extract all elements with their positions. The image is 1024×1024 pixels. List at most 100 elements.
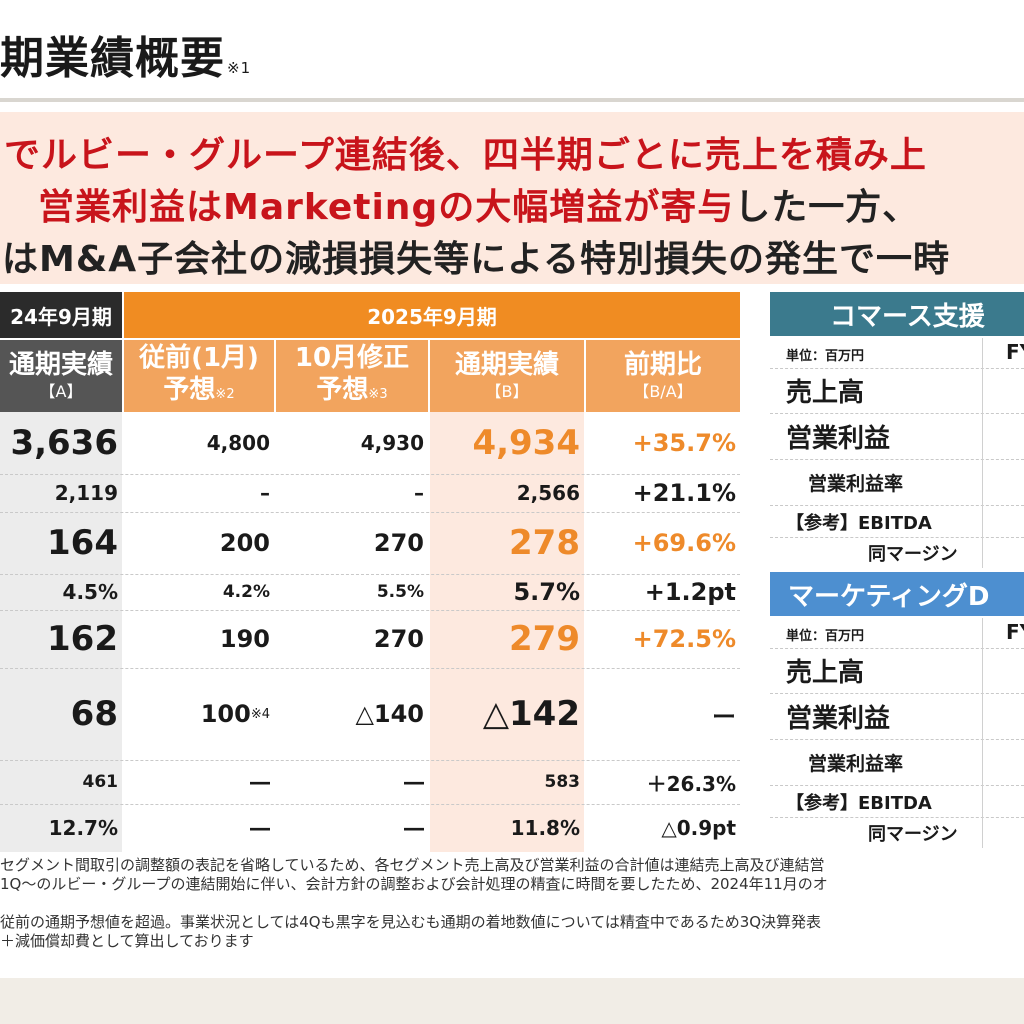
cell-yoy: +69.6% [632,529,736,557]
segment-item-op-margin: 営業利益率 [770,460,1024,506]
cell-fy24: 162 [47,619,118,659]
table-row: 4.5% 4.2% 5.5% 5.7% +1.2pt [0,574,740,611]
cell-prior: 190 [219,625,270,653]
table-row: 164 200 270 278 +69.6% [0,512,740,575]
unit-label: 単位：百万円 [786,629,865,644]
col-header-label: 前期比 [623,350,702,380]
segment-item-op-income: 営業利益 [770,694,1024,740]
cell-fy24: 461 [82,772,119,792]
table-row: 68 100 ※4 △140 △142 ー [0,668,740,761]
segment-item-sales: 売上高 [770,648,1024,694]
cell-fy25: 4,934 [472,423,580,463]
col-header-sublabel: 【B/A】 [633,382,693,401]
cell-yoy: +35.7% [632,429,736,457]
cell-fy24: 68 [70,694,118,734]
cell-prior: – [260,481,270,505]
col-header-october-revised: 10月修正 予想※3 [276,340,428,412]
header-fy24: 24年9月期 [0,292,122,338]
banner-line-3: はM&A子会社の減損損失等による特別損失の発生で一時 [2,239,951,280]
col-header-prior-forecast: 従前(1月) 予想※2 [124,340,274,412]
page-title: 期業績概要 ※1 [0,22,251,86]
col-header-fy25-actual: 通期実績 【B】 [430,340,584,412]
segment-header-marketing: マーケティングD [770,572,1024,616]
cell-fy25: 278 [509,523,580,563]
col-header-label: 従前(1月) [139,342,259,373]
cell-revised: 270 [373,529,424,557]
segment-item-ebitda: 【参考】EBITDA [770,786,1024,818]
cell-prior: 200 [219,529,270,557]
fy-label: FY [1006,340,1024,364]
cell-yoy: +72.5% [632,625,736,653]
cell-fy25: 583 [544,772,581,792]
footnote-5: ＋減価償却費として算出しております [0,932,254,950]
cell-fy24: 2,119 [54,481,118,505]
cell-prior: 4.2% [222,582,270,602]
footnote-1: セグメント間取引の調整額の表記を省略しているため、各セグメント売上高及び営業利益… [0,856,825,874]
page-title-note: ※1 [227,59,252,77]
banner-line-2: 営業利益はMarketingの大幅増益が寄与した一方、 [38,178,919,230]
segment-header-commerce: コマース支援 [770,292,1024,336]
cell-prior: ― [250,770,270,794]
footnote-4: 従前の通期予想値を超過。事業状況としては4Qも黒字を見込むも通期の着地数値につい… [0,913,822,931]
fy25-actual-column-background [430,412,584,852]
title-divider [0,98,1024,102]
col-header-note: ※2 [215,386,235,402]
segment-item-sales: 売上高 [770,368,1024,414]
col-header-yoy: 前期比 【B/A】 [586,340,740,412]
col-header-fy24-actual: 通期実績 【A】 [0,340,122,412]
col-header-sublabel: 【A】 [39,382,83,401]
cell-prior-value: 100 [200,700,251,728]
footnotes: セグメント間取引の調整額の表記を省略しているため、各セグメント売上高及び営業利益… [0,856,1024,951]
cell-revised: ― [404,770,424,794]
cell-fy24: 164 [47,523,118,563]
col-header-sublabel-text: 予想 [316,374,369,405]
cell-fy24: 4.5% [62,580,118,604]
col-header-sublabel: 【B】 [485,382,529,401]
unit-label: 単位：百万円 [786,349,865,364]
cell-fy25: 5.7% [513,578,580,606]
cell-prior: ― [250,816,270,840]
cell-fy25: 11.8% [510,816,580,840]
segment-unit-row: 単位：百万円 FY [770,338,1024,369]
cell-yoy: ＋26.3% [646,771,736,796]
cell-prior: 100 ※4 [124,668,274,760]
segment-item-ebitda-margin: 同マージン [868,544,958,565]
cell-revised: △140 [355,700,424,728]
table-row: 162 190 270 279 +72.5% [0,610,740,669]
fy-label: FY [1006,620,1024,644]
slide-footer [0,978,1024,1024]
table-row: 461 ― ― 583 ＋26.3% [0,760,740,805]
cell-yoy: +21.1% [632,479,736,507]
segment-unit-row: 単位：百万円 FY [770,618,1024,649]
cell-prior-note: ※4 [250,706,270,722]
col-header-label: 通期実績 [8,350,113,380]
segment-item-ebitda-margin: 同マージン [868,824,958,845]
segment-item-op-margin: 営業利益率 [770,740,1024,786]
cell-prior: 4,800 [206,431,270,455]
col-header-sublabel-text: 予想 [163,374,216,405]
col-header-sublabel: 予想※3 [316,374,387,411]
col-header-sublabel: 予想※2 [163,374,234,411]
footnote-2: 1Q～のルビー・グループの連結開始に伴い、会計方針の調整および会計処理の精査に時… [0,875,828,893]
banner-line-2-rest: した一方、 [734,187,920,228]
col-header-label: 10月修正 [294,342,410,373]
cell-fy25: 279 [509,619,580,659]
cell-yoy: +1.2pt [644,578,736,606]
table-row: 2,119 – – 2,566 +21.1% [0,474,740,513]
cell-fy25: 2,566 [516,481,580,505]
cell-fy24: 3,636 [10,423,118,463]
segment-item-op-income: 営業利益 [770,414,1024,460]
cell-yoy: △0.9pt [661,816,736,840]
col-header-label: 通期実績 [454,350,559,380]
fy24-column-background [0,412,122,852]
cell-revised: 4,930 [360,431,424,455]
banner-line-2-highlight: 営業利益はMarketingの大幅増益が寄与 [38,187,735,228]
segment-item-ebitda: 【参考】EBITDA [770,506,1024,538]
table-row: 12.7% ― ― 11.8% △0.9pt [0,804,740,852]
segment-divider [982,618,983,848]
banner-line-1: でルビー・グループ連結後、四半期ごとに売上を積み上 [4,135,927,176]
cell-revised: ― [404,816,424,840]
cell-fy24: 12.7% [48,816,118,840]
page-title-text: 期業績概要 [0,33,225,84]
summary-banner: でルビー・グループ連結後、四半期ごとに売上を積み上 営業利益はMarketing… [0,112,1024,284]
